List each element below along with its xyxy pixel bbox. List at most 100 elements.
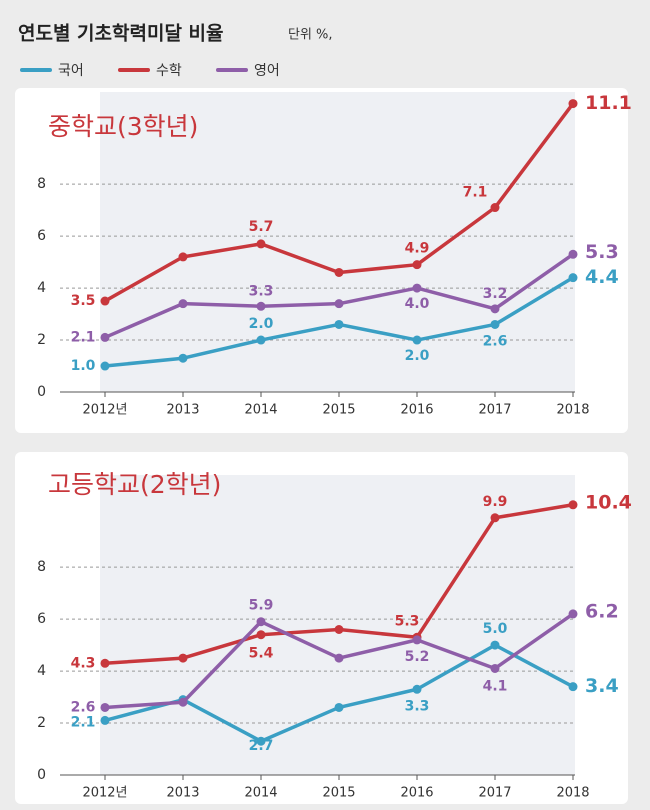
x-tick-label: 2016 [400,403,433,418]
data-label: 2.6 [483,333,508,349]
data-label: 2.0 [405,348,430,364]
data-point [256,239,266,249]
data-label: 6.2 [585,600,619,622]
data-point [412,684,422,694]
legend-label: 국어 [58,63,84,79]
data-point [568,609,578,619]
data-point [334,299,344,309]
data-label: 4.4 [585,266,619,288]
data-point [334,624,344,634]
x-tick-label: 2016 [400,786,433,801]
y-tick-label: 2 [37,332,46,348]
x-tick-label: 2015 [322,403,355,418]
data-point [490,640,500,650]
data-label: 4.1 [483,678,508,694]
data-label: 4.3 [71,655,96,671]
data-point [490,203,500,213]
data-label: 5.3 [585,241,619,263]
data-label: 11.1 [585,92,632,114]
data-label: 3.3 [249,283,274,299]
data-point [490,663,500,673]
data-point [100,658,110,668]
y-tick-label: 8 [37,559,46,575]
data-label: 3.4 [585,675,619,697]
legend-label: 수학 [156,63,182,79]
data-point [100,361,110,371]
data-point [256,617,266,627]
data-label: 5.2 [405,649,430,665]
plot-shade [100,475,575,775]
x-tick-label: 2012년 [82,786,127,801]
x-tick-label: 2015 [322,786,355,801]
data-point [490,513,500,523]
data-label: 2.0 [249,316,274,332]
data-point [334,702,344,712]
y-tick-label: 0 [37,384,46,400]
data-point [568,500,578,510]
data-point [256,335,266,345]
data-point [100,702,110,712]
data-point [100,296,110,306]
data-point [334,319,344,329]
x-tick-label: 2013 [166,403,199,418]
panel-title: 고등학교(2학년) [48,470,221,499]
data-point [568,273,578,283]
data-point [568,682,578,692]
data-label: 7.1 [463,185,488,201]
data-label: 10.4 [585,491,632,513]
data-label: 5.3 [395,613,420,629]
page-title: 연도별 기초학력미달 비율 [18,23,224,45]
data-point [490,304,500,314]
unit: 단위 %, [288,28,333,43]
y-tick-label: 6 [37,228,46,244]
legend-label: 영어 [254,63,280,79]
data-label: 3.5 [71,293,96,309]
data-label: 3.2 [483,286,508,302]
data-point [100,715,110,725]
data-label: 5.7 [249,219,274,235]
data-label: 1.0 [71,358,96,374]
data-point [568,249,578,259]
data-label: 5.9 [249,598,274,614]
data-point [178,697,188,707]
data-label: 5.4 [249,646,274,662]
data-label: 2.1 [71,329,96,345]
data-point [412,635,422,645]
data-point [412,260,422,270]
data-point [256,736,266,746]
y-tick-label: 0 [37,767,46,783]
data-point [178,299,188,309]
x-tick-label: 2017 [478,786,511,801]
data-point [178,353,188,363]
y-tick-label: 4 [37,280,46,296]
y-tick-label: 2 [37,715,46,731]
data-point [256,301,266,311]
plot-shade [100,92,575,392]
data-label: 4.0 [405,296,430,312]
data-label: 3.3 [405,698,430,714]
data-label: 5.0 [483,621,508,637]
annotation: 2.7 [249,738,274,754]
x-tick-label: 2014 [244,786,277,801]
x-tick-label: 2014 [244,403,277,418]
data-point [334,267,344,277]
y-tick-label: 6 [37,611,46,627]
x-tick-label: 2018 [556,403,589,418]
y-tick-label: 8 [37,176,46,192]
data-point [412,283,422,293]
panel-title: 중학교(3학년) [48,112,198,141]
data-point [178,252,188,262]
data-label: 9.9 [483,494,508,510]
data-label: 4.9 [405,241,430,257]
data-point [334,653,344,663]
x-tick-label: 2013 [166,786,199,801]
data-point [100,332,110,342]
data-point [568,99,578,109]
data-point [178,653,188,663]
y-tick-label: 4 [37,663,46,679]
x-tick-label: 2012년 [82,403,127,418]
data-point [412,335,422,345]
x-tick-label: 2018 [556,786,589,801]
data-label: 2.6 [71,699,96,715]
